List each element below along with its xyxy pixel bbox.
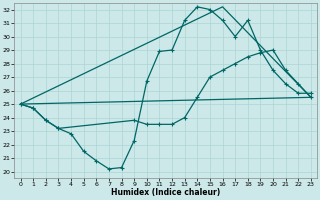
X-axis label: Humidex (Indice chaleur): Humidex (Indice chaleur) xyxy=(111,188,220,197)
